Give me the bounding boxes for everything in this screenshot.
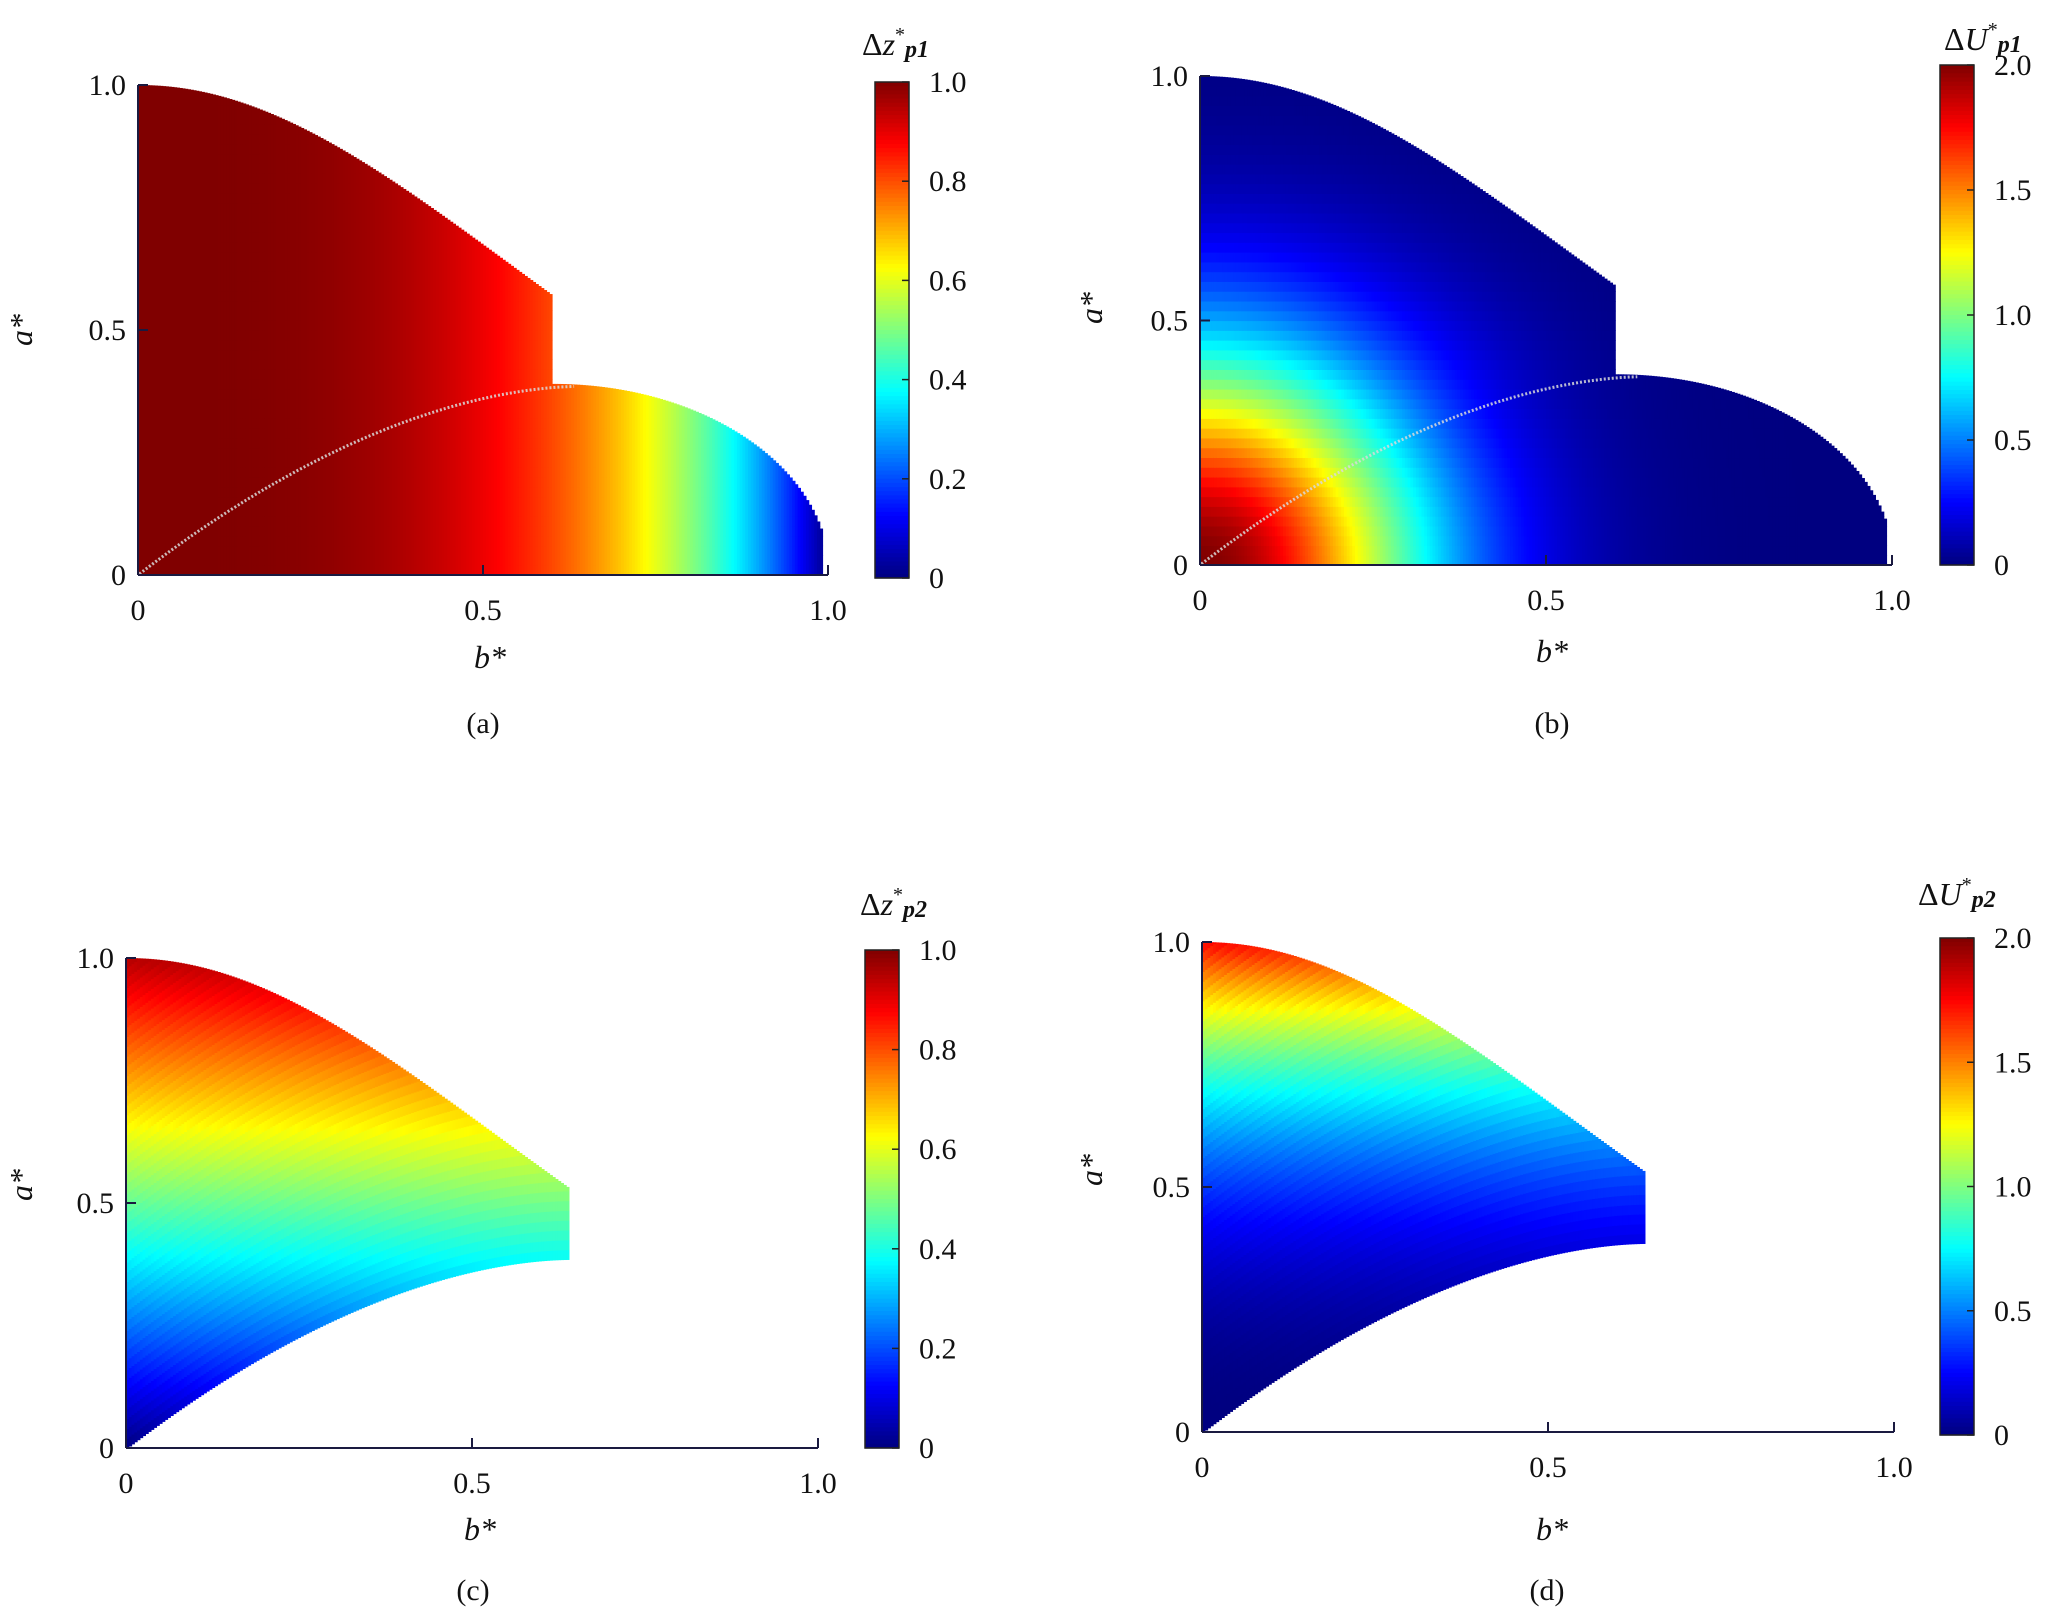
heat-cell — [246, 104, 249, 105]
panel-a: 0 0.5 1.000.51.0b*a*(a)00.20.40.60.81.0Δz*… — [3, 24, 967, 740]
heat-cell — [392, 182, 395, 184]
heat-cell — [422, 202, 425, 203]
heat-cell — [312, 134, 315, 135]
heat-cell — [362, 162, 365, 164]
heat-cell — [270, 114, 273, 115]
heat-cell — [408, 193, 411, 194]
heat-cell — [293, 124, 296, 125]
heat-cell — [378, 173, 381, 174]
